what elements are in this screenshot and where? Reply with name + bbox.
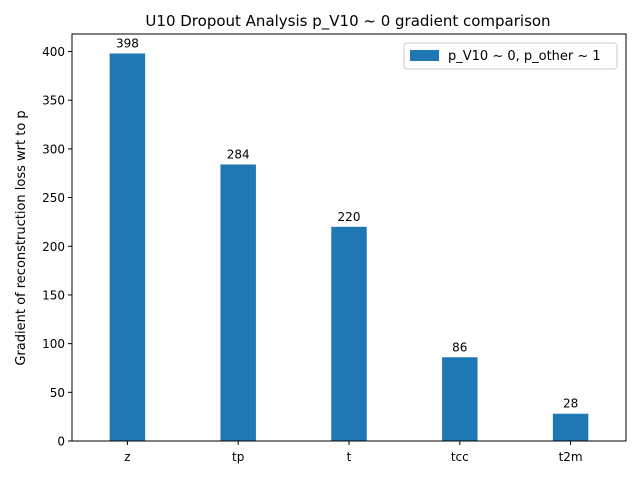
chart-title: U10 Dropout Analysis p_V10 ~ 0 gradient … (145, 12, 550, 31)
bar (552, 413, 589, 441)
bar-value-label: 398 (116, 36, 139, 50)
bar-value-label: 86 (452, 340, 467, 354)
x-tick-label: t (347, 450, 352, 464)
y-tick-label: 300 (42, 142, 65, 156)
axes-frame (71, 33, 627, 442)
y-tick-label: 150 (42, 288, 65, 302)
y-axis-label: Gradient of reconstruction loss wrt to p (14, 110, 29, 365)
y-tick-label: 400 (42, 45, 65, 59)
bar (331, 226, 367, 441)
y-tick-label: 250 (42, 191, 65, 205)
x-axis: z tp t tcc t2m (124, 441, 583, 464)
y-tick-label: 350 (42, 94, 65, 108)
bar (442, 357, 478, 441)
plot-area: 398 284 220 86 28 (109, 36, 589, 441)
legend: p_V10 ~ 0, p_other ~ 1 (403, 42, 618, 70)
legend-label: p_V10 ~ 0, p_other ~ 1 (448, 49, 601, 64)
bar-value-label: 28 (563, 397, 578, 411)
bar-value-label: 220 (338, 210, 361, 224)
y-tick-label: 50 (50, 386, 65, 400)
x-tick-label: tp (232, 450, 244, 464)
legend-swatch (410, 50, 439, 61)
y-tick-label: 0 (57, 435, 65, 449)
x-tick-label: tcc (451, 450, 469, 464)
y-tick-label: 200 (42, 240, 65, 254)
legend-frame (403, 42, 618, 70)
x-tick-label: z (124, 450, 130, 464)
x-tick-label: t2m (559, 450, 583, 464)
y-tick-label: 100 (42, 337, 65, 351)
bar (220, 164, 256, 441)
y-axis: 0 50 100 150 200 250 300 350 400 (42, 45, 72, 449)
bar (109, 53, 146, 441)
bar-value-label: 284 (227, 147, 250, 161)
